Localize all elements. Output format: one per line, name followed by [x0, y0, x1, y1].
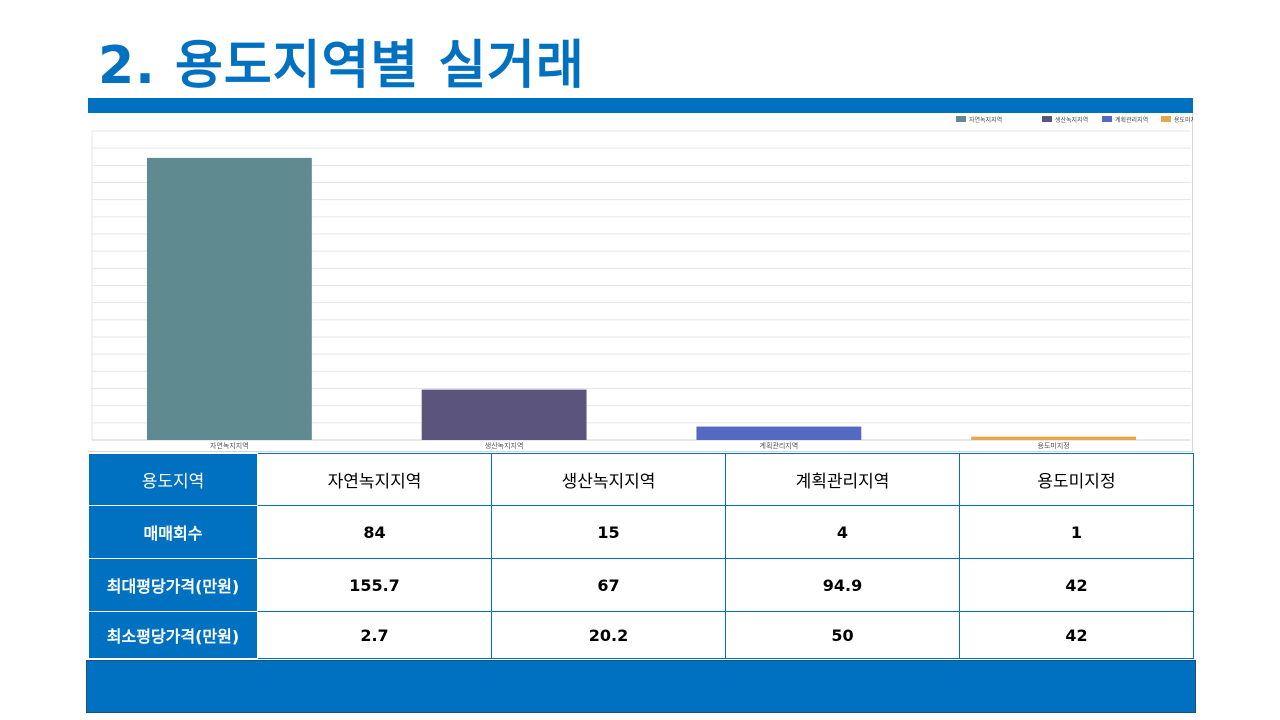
- page-title: 2. 용도지역별 실거래: [98, 36, 585, 96]
- column-header: 계획관리지역: [725, 453, 960, 506]
- table-cell: 42: [959, 611, 1194, 659]
- legend-label: 자연녹지지역: [969, 116, 1002, 124]
- x-tick-label: 자연녹지지역: [210, 441, 249, 450]
- table-row: 매매회수 84 15 4 1: [88, 505, 1194, 559]
- row-label: 최대평당가격(만원): [88, 558, 258, 612]
- zoning-stats-table: 용도지역 자연녹지지역 생산녹지지역 계획관리지역 용도미지정 매매회수 84 …: [88, 453, 1194, 659]
- bar-4: [971, 436, 1137, 440]
- table-header-row: 용도지역 자연녹지지역 생산녹지지역 계획관리지역 용도미지정: [88, 453, 1194, 506]
- table-cell: 1: [959, 505, 1194, 559]
- table-cell: 84: [257, 505, 492, 559]
- column-header: 용도미지정: [959, 453, 1194, 506]
- table-cell: 67: [491, 558, 726, 612]
- bar-1: [146, 157, 312, 440]
- column-header: 자연녹지지역: [257, 453, 492, 506]
- table-cell: 50: [725, 611, 960, 659]
- x-tick-label: 용도미지정: [1038, 441, 1070, 450]
- legend-swatch: [1102, 116, 1112, 122]
- legend-swatch: [1042, 116, 1052, 122]
- bar-2: [421, 389, 587, 440]
- title-underline-bar: [88, 98, 1193, 113]
- column-header: 생산녹지지역: [491, 453, 726, 506]
- row-label: 매매회수: [88, 505, 258, 559]
- table-cell: 94.9: [725, 558, 960, 612]
- x-tick-label: 생산녹지지역: [485, 441, 524, 450]
- row-label: 최소평당가격(만원): [88, 611, 258, 659]
- legend-swatch: [1161, 116, 1171, 122]
- table-cell: 15: [491, 505, 726, 559]
- legend-label: 계획관리지역: [1115, 116, 1148, 124]
- table-cell: 20.2: [491, 611, 726, 659]
- table-header-label: 용도지역: [88, 453, 258, 506]
- bar-chart: 자연녹지지역 생산녹지지역 계획관리지역 용도미지정 자연녹지지역 생산녹지지역 계획관리지…: [88, 113, 1193, 452]
- legend-label: 생산녹지지역: [1055, 116, 1088, 124]
- table-cell: 2.7: [257, 611, 492, 659]
- table-cell: 42: [959, 558, 1194, 612]
- legend-label: 용도미지정: [1174, 116, 1193, 124]
- x-tick-label: 계획관리지역: [760, 441, 799, 450]
- table-row: 최대평당가격(만원) 155.7 67 94.9 42: [88, 558, 1194, 612]
- table-row: 최소평당가격(만원) 2.7 20.2 50 42: [88, 611, 1194, 659]
- table-cell: 155.7: [257, 558, 492, 612]
- footer-bar: [86, 660, 1196, 713]
- table-cell: 4: [725, 505, 960, 559]
- legend-swatch: [956, 116, 966, 122]
- bar-3: [696, 426, 862, 440]
